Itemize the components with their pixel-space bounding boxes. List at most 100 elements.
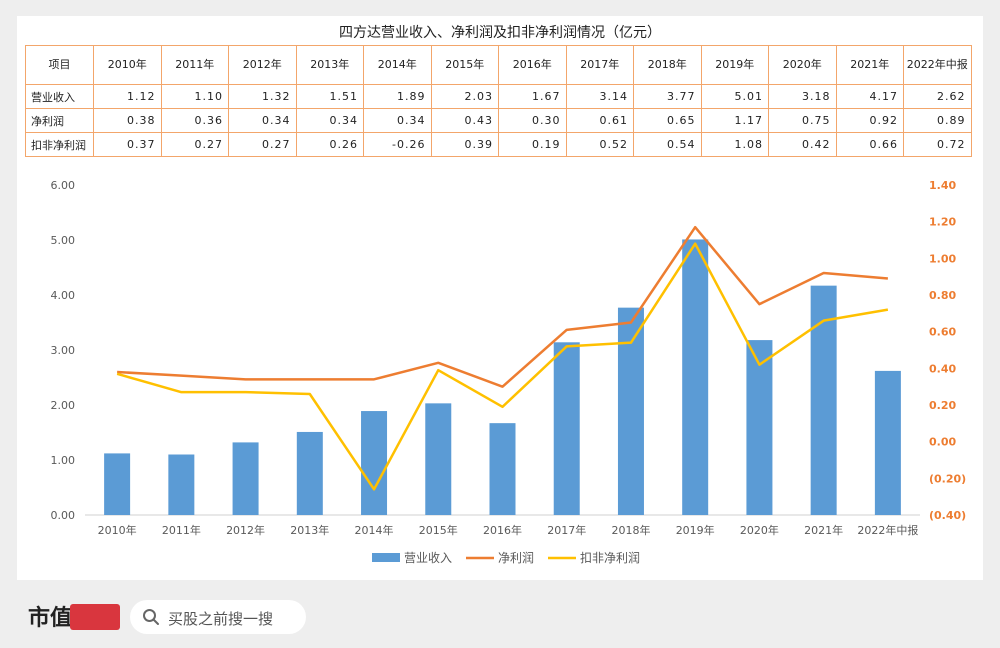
x-axis-tick-label: 2014年 (355, 523, 394, 537)
legend-label: 净利润 (498, 551, 534, 565)
table-cell: 0.66 (835, 132, 904, 157)
left-axis-tick-label: 2.00 (51, 399, 76, 412)
table-cell: 0.27 (160, 132, 229, 157)
right-axis-tick-label: (0.20) (929, 472, 966, 485)
series-line-1 (117, 225, 888, 388)
table-cell: 0.34 (228, 108, 297, 133)
right-axis-tick-label: 0.40 (929, 362, 956, 375)
table-header-year: 2022年中报 (903, 45, 972, 85)
chart-card: 四方达营业收入、净利润及扣非净利润情况（亿元） 项目 2010年 2011年 2012… (17, 16, 983, 580)
bar-0 (232, 442, 259, 515)
search-placeholder: 买股之前搜一搜 (168, 610, 274, 628)
legend-swatch-bar (372, 553, 400, 562)
table-cell: 0.36 (160, 108, 229, 133)
x-axis-tick-label: 2011年 (162, 523, 201, 537)
right-axis-tick-label: 0.20 (929, 399, 956, 412)
table-cell: 0.34 (363, 108, 432, 133)
left-axis-tick-label: 3.00 (51, 344, 76, 357)
x-axis-tick-label: 2017年 (547, 523, 586, 537)
bar-0 (810, 285, 837, 515)
table-row-label: 净利润 (25, 108, 94, 133)
right-axis-tick-label: (0.40) (929, 509, 966, 522)
brand-logo-mark (70, 604, 120, 630)
table-cell: 0.37 (93, 132, 162, 157)
footer-bar: 市值 买股之前搜一搜 (0, 590, 1000, 648)
search-box[interactable]: 买股之前搜一搜 (130, 600, 306, 634)
table-cell: 1.12 (93, 84, 162, 109)
x-axis-tick-label: 2018年 (611, 523, 650, 537)
bar-0 (617, 307, 644, 515)
bar-0 (168, 454, 195, 515)
table-cell: 0.72 (903, 132, 972, 157)
table-cell: 0.43 (430, 108, 499, 133)
table-cell: -0.26 (363, 132, 432, 157)
bar-0 (104, 453, 131, 515)
x-axis-tick-label: 2010年 (98, 523, 137, 537)
table-header-year: 2011年 (160, 45, 229, 85)
series-line-2 (116, 242, 889, 491)
table-cell: 0.39 (430, 132, 499, 157)
bar-0 (361, 411, 388, 515)
table-cell: 0.42 (768, 132, 837, 157)
x-axis-tick-label: 2020年 (740, 523, 779, 537)
table-header-year: 2015年 (430, 45, 499, 85)
right-axis-tick-label: 1.00 (929, 252, 956, 265)
table-cell: 0.26 (295, 132, 364, 157)
x-axis-tick-label: 2019年 (676, 523, 715, 537)
table-title: 四方达营业收入、净利润及扣非净利润情况（亿元） (339, 25, 661, 41)
left-axis-tick-label: 1.00 (51, 454, 76, 467)
right-axis-tick-label: 1.40 (929, 179, 956, 192)
table-row-label: 扣非净利润 (25, 132, 94, 157)
right-axis-tick-label: 0.60 (929, 326, 956, 339)
table-cell: 1.10 (160, 84, 229, 109)
table-cell: 1.08 (700, 132, 769, 157)
table-cell: 0.52 (565, 132, 634, 157)
bar-0 (489, 423, 516, 515)
left-axis-tick-label: 5.00 (51, 234, 76, 247)
x-axis-tick-label: 2021年 (804, 523, 843, 537)
data-table: 项目 2010年 2011年 2012年 2013年 2014年 2015年 2016年 201… (25, 45, 972, 157)
legend-label: 扣非净利润 (580, 551, 640, 565)
table-cell: 1.51 (295, 84, 364, 109)
table-cell: 5.01 (700, 84, 769, 109)
table-cell: 1.67 (498, 84, 567, 109)
right-axis-tick-label: 1.20 (929, 216, 956, 229)
legend-label: 营业收入 (404, 551, 452, 565)
table-header-year: 2010年 (93, 45, 162, 85)
left-axis-tick-label: 0.00 (51, 509, 76, 522)
right-axis-tick-label: 0.00 (929, 436, 956, 449)
table-header-year: 2019年 (700, 45, 769, 85)
table-header-year: 2018年 (633, 45, 702, 85)
table-cell: 1.89 (363, 84, 432, 109)
brand-logo: 市值 (28, 605, 73, 631)
table-row: 扣非净利润 0.37 0.27 0.27 0.26 -0.26 0.39 0.19 0.52 0.… (25, 132, 972, 157)
combo-chart: 0.00 1.00 2.00 3.00 4.00 5.00 6.00 (0.40) (0.20)… (51, 179, 967, 565)
x-axis-tick-label: 2013年 (290, 523, 329, 537)
table-header-label: 项目 (25, 45, 94, 85)
bar-0 (874, 370, 901, 515)
table-cell: 1.17 (700, 108, 769, 133)
table-cell: 0.89 (903, 108, 972, 133)
bar-0 (553, 342, 580, 515)
x-axis-tick-label: 2015年 (419, 523, 458, 537)
right-axis-tick-label: 0.80 (929, 289, 956, 302)
search-icon (143, 609, 159, 625)
x-axis-tick-label: 2012年 (226, 523, 265, 537)
table-header-year: 2012年 (228, 45, 297, 85)
table-cell: 0.61 (565, 108, 634, 133)
left-axis-tick-label: 4.00 (51, 289, 76, 302)
table-cell: 0.30 (498, 108, 567, 133)
table-row: 净利润 0.38 0.36 0.34 0.34 0.34 0.43 0.30 0.61 0.65 1… (25, 108, 972, 133)
left-axis-tick-label: 6.00 (51, 179, 76, 192)
bar-0 (746, 340, 773, 515)
bar-0 (425, 403, 452, 515)
table-cell: 0.75 (768, 108, 837, 133)
table-row: 营业收入 1.12 1.10 1.32 1.51 1.89 2.03 1.67 3.14 3.77… (25, 84, 972, 109)
bar-0 (682, 239, 709, 515)
table-header-year: 2016年 (498, 45, 567, 85)
x-axis-tick-label: 2016年 (483, 523, 522, 537)
table-cell: 0.34 (295, 108, 364, 133)
x-axis-tick-label: 2022年中报 (857, 523, 918, 537)
bar-0 (296, 431, 323, 515)
table-cell: 0.54 (633, 132, 702, 157)
